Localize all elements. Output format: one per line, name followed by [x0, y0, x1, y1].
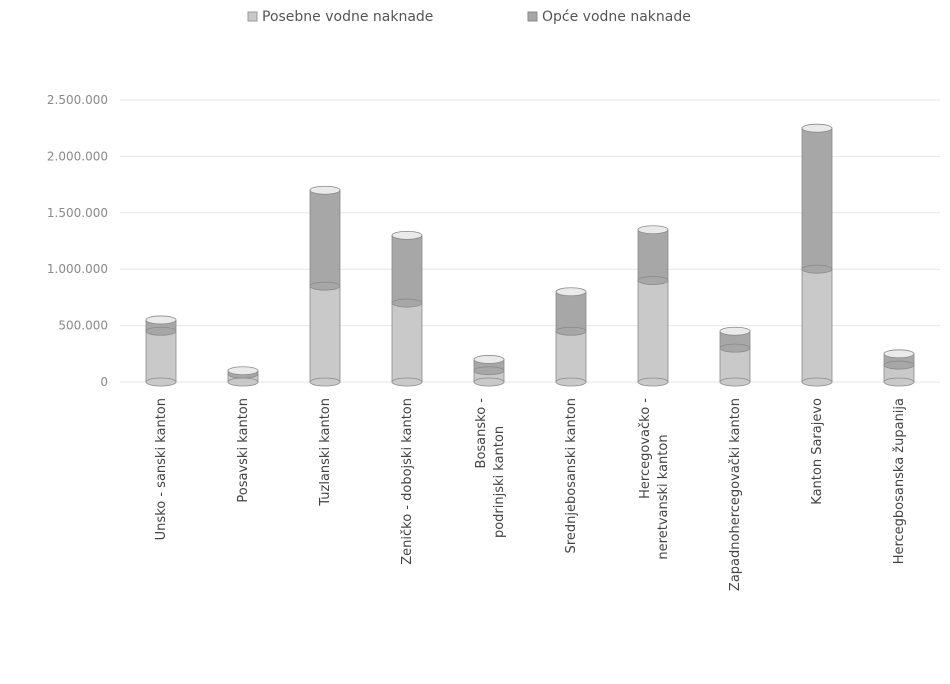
legend-swatch-posebne	[247, 11, 258, 22]
bar-segment-base	[555, 377, 587, 387]
bar-segment-posebne	[637, 280, 669, 383]
bar-segment-base	[145, 326, 177, 336]
category-labels: Unsko - sanski kanton Posavski kanton Tuzl…	[154, 398, 907, 591]
bar-segment-base	[227, 377, 259, 387]
bar-segment-base	[473, 366, 505, 376]
y-tick-label: 0	[100, 375, 108, 389]
y-tick-label: 1.000.000	[47, 262, 108, 276]
bar-segment-base	[309, 377, 341, 387]
bar-top-cap	[637, 225, 669, 235]
category-label: Hercegbosanska županija	[892, 398, 907, 564]
bar-top-cap	[309, 185, 341, 195]
category-label: Srednjebosanski kanton	[564, 398, 579, 553]
bar-segment-base	[883, 360, 915, 370]
bar-segment-base	[719, 377, 751, 387]
bar-segment-base	[391, 377, 423, 387]
y-axis-ticks: 0 500.000 1.000.000 1.500.000 2.000.000 2.500…	[47, 93, 108, 389]
bar-segment-opce	[801, 127, 833, 270]
category-label: Hercegovačko - neretvanski kanton	[638, 398, 671, 560]
bar-segment-base	[391, 298, 423, 308]
category-label: Kanton Sarajevo	[810, 398, 825, 505]
bar-segment-base	[309, 281, 341, 291]
bar-segment-opce	[555, 291, 587, 332]
bar-top-cap	[227, 366, 259, 376]
legend-label-opce: Opće vodne naknade	[542, 9, 691, 25]
bar-segment-base	[555, 326, 587, 336]
category-label: Tuzlanski kanton	[318, 398, 333, 507]
legend-label-posebne: Posebne vodne naknade	[262, 9, 433, 25]
bars	[145, 123, 915, 387]
bar-top-cap	[555, 287, 587, 297]
y-tick-label: 2.500.000	[47, 93, 108, 107]
bar-segment-opce	[391, 234, 423, 304]
bar-segment-base	[637, 377, 669, 387]
bar-top-cap	[801, 123, 833, 133]
bar-segment-posebne	[145, 330, 177, 383]
bar-top-cap	[391, 230, 423, 240]
bar-segment-opce	[637, 229, 669, 281]
bar-segment-base	[145, 377, 177, 387]
bar-segment-base	[719, 343, 751, 353]
bar-segment-base	[801, 377, 833, 387]
bar-top-cap	[473, 355, 505, 364]
y-tick-label: 1.500.000	[47, 206, 108, 220]
bar-segment-posebne	[309, 285, 341, 383]
bar-segment-base	[473, 377, 505, 387]
legend: Posebne vodne naknade Opće vodne naknade	[247, 9, 691, 25]
y-tick-label: 2.000.000	[47, 149, 108, 163]
bar-segment-posebne	[719, 347, 751, 383]
bar-top-cap	[145, 315, 177, 325]
bar-top-cap	[883, 349, 915, 359]
bar-segment-posebne	[555, 330, 587, 383]
category-label: Zeničko - dobojski kanton	[400, 398, 415, 565]
bar-segment-base	[883, 377, 915, 387]
category-label: Unsko - sanski kanton	[154, 398, 169, 540]
category-label: Posavski kanton	[236, 398, 251, 503]
y-tick-label: 500.000	[58, 319, 108, 333]
bar-segment-opce	[309, 189, 341, 287]
legend-swatch-opce	[527, 11, 538, 22]
category-label: Zapadnohercegovački kanton	[728, 398, 743, 591]
bar-segment-base	[637, 276, 669, 285]
bar-segment-posebne	[801, 268, 833, 383]
bar-top-cap	[719, 326, 751, 336]
category-label: Bosansko - podrinjski kanton	[474, 398, 507, 538]
bar-segment-base	[801, 264, 833, 274]
bar-segment-posebne	[391, 302, 423, 383]
